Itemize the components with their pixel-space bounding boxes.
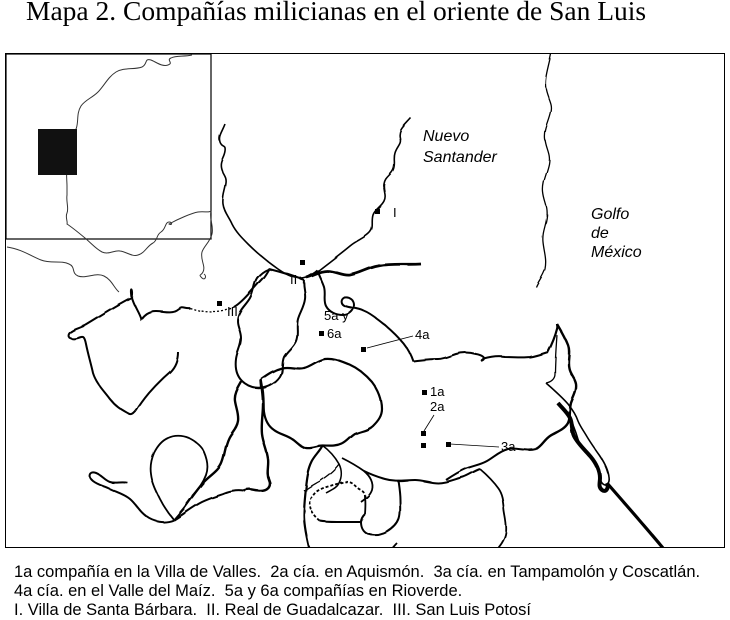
svg-text:2a: 2a: [430, 399, 445, 414]
svg-text:Golfo: Golfo: [591, 206, 629, 223]
svg-text:de: de: [591, 225, 609, 242]
svg-text:I: I: [393, 205, 397, 220]
svg-text:4a: 4a: [415, 327, 430, 342]
svg-text:II: II: [290, 272, 297, 287]
svg-text:6a: 6a: [327, 326, 342, 341]
svg-text:México: México: [591, 244, 642, 261]
svg-text:5a y: 5a y: [324, 308, 349, 323]
svg-text:Santander: Santander: [423, 149, 498, 166]
svg-text:III: III: [227, 304, 238, 319]
svg-text:1a: 1a: [430, 384, 445, 399]
svg-text:Nuevo: Nuevo: [423, 128, 469, 145]
svg-text:3a: 3a: [501, 439, 516, 454]
